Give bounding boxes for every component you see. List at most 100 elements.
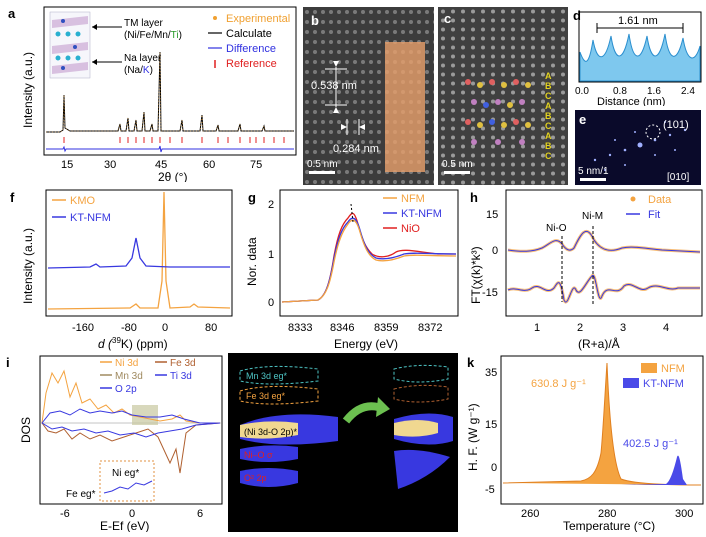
panel-f: f KMO KT-NFM -160 -80 0 80 d (39K) (ppm)… bbox=[0, 186, 235, 352]
svg-text:0.0: 0.0 bbox=[575, 86, 589, 97]
svg-text:0: 0 bbox=[491, 462, 497, 474]
nfm-xanes bbox=[281, 219, 457, 303]
svg-text:O 2p: O 2p bbox=[115, 384, 137, 395]
transition-arrow bbox=[342, 402, 379, 424]
panel-label-a: a bbox=[8, 6, 16, 21]
crystal-structure-inset bbox=[49, 11, 91, 79]
nmr-y-label: Intensity (a.u.) bbox=[21, 228, 35, 304]
ni-o-sigma-label: Ni–O σ bbox=[244, 450, 273, 460]
svg-text:-5: -5 bbox=[485, 484, 495, 496]
scale-bar-e: 5 nm/1 bbox=[578, 166, 609, 177]
svg-text:B: B bbox=[545, 111, 552, 121]
nmr-chart: f KMO KT-NFM -160 -80 0 80 d (39K) (ppm)… bbox=[10, 189, 233, 351]
reference-ticks bbox=[63, 137, 285, 143]
panel-label-h: h bbox=[470, 190, 478, 205]
dsc-y-ticks: 35 15 0 -5 bbox=[485, 367, 497, 496]
profile-x-ticks: 0.0 0.8 1.6 2.4 bbox=[575, 86, 695, 97]
svg-text:Mn 3d: Mn 3d bbox=[115, 371, 143, 382]
panel-j: Mn 3d eg* Fe 3d eg* (Ni 3d-O 2p)* Ni–O σ… bbox=[228, 353, 458, 532]
dos-legend: Ni 3d Fe 3d Mn 3d Ti 3d O 2p bbox=[100, 358, 196, 395]
svg-text:A: A bbox=[545, 131, 552, 141]
profile-x-label: Distance (nm) bbox=[597, 96, 665, 106]
panel-i: i Ni 3d Fe 3d Mn 3d Ti 3d O 2p Ni eg* Fe… bbox=[0, 353, 225, 533]
legend-reference: Reference bbox=[226, 58, 277, 70]
calculated-pattern bbox=[46, 51, 294, 133]
fe-eg-label-j: Fe 3d eg* bbox=[246, 391, 286, 401]
panel-label-g: g bbox=[248, 190, 256, 205]
svg-text:8333: 8333 bbox=[288, 322, 312, 334]
zone-axis: [010] bbox=[667, 172, 689, 183]
legend-fit: Fit bbox=[648, 209, 660, 221]
svg-text:8372: 8372 bbox=[418, 322, 442, 334]
plane-101: (101) bbox=[663, 119, 689, 131]
legend-nfm: NFM bbox=[401, 193, 425, 205]
panel-a: a TM layer (Ni/Fe/Mn/Ti) Na layer (Na/K)… bbox=[0, 0, 300, 184]
xanes-x-label: Energy (eV) bbox=[334, 337, 398, 351]
panel-k: k NFM KT-NFM 630.8 J g⁻¹ 402.5 J g⁻¹ 35 … bbox=[461, 353, 706, 533]
nio-spectrum bbox=[281, 212, 456, 303]
magnitude-fit bbox=[507, 230, 701, 253]
na-layer-label: Na layer bbox=[124, 53, 162, 64]
selected-reflection bbox=[645, 124, 661, 140]
exafs-y-label: FT(χ(k)*k³) bbox=[469, 246, 483, 304]
legend-experimental: Experimental bbox=[226, 13, 290, 25]
xrd-x-ticks: 15 30 45 60 75 bbox=[61, 159, 262, 171]
svg-text:1: 1 bbox=[268, 249, 274, 261]
svg-text:2: 2 bbox=[577, 322, 583, 334]
svg-text:-6: -6 bbox=[60, 508, 70, 520]
xrd-legend: Experimental Calculate Difference Refere… bbox=[208, 13, 290, 70]
o-2p-down bbox=[41, 422, 221, 438]
svg-text:35: 35 bbox=[485, 367, 497, 379]
legend-kt-nfm: KT-NFM bbox=[70, 212, 111, 224]
spacing-0538: 0.538 nm bbox=[311, 80, 357, 92]
scale-bar-c: 0.5 nm bbox=[442, 159, 473, 170]
svg-text:30: 30 bbox=[104, 159, 116, 171]
svg-text:2.4: 2.4 bbox=[681, 86, 695, 97]
distance-161: 1.61 nm bbox=[618, 15, 658, 27]
o-2p-up bbox=[41, 408, 220, 424]
xanes-y-ticks: 0 1 2 bbox=[268, 199, 274, 309]
nmr-x-label: d (39K) (ppm) bbox=[98, 336, 168, 351]
xanes-x-ticks: 8333 8346 8359 8372 bbox=[288, 322, 442, 334]
xrd-x-axis-label: 2θ (°) bbox=[158, 170, 187, 182]
svg-text:A: A bbox=[545, 101, 552, 111]
exafs-chart: h Data Fit Ni-O Ni-M 15 0 -15 1 2 3 4 (R… bbox=[469, 189, 703, 351]
fe-eg-label: Fe eg* bbox=[66, 489, 96, 500]
legend-calculate: Calculate bbox=[226, 28, 272, 40]
kt-nfm-dsc-peak bbox=[621, 455, 687, 485]
svg-text:300: 300 bbox=[675, 508, 693, 520]
panel-label-b: b bbox=[311, 13, 319, 28]
svg-text:260: 260 bbox=[521, 508, 539, 520]
svg-text:80: 80 bbox=[205, 322, 217, 334]
panel-label-e: e bbox=[579, 112, 586, 127]
o-2p-label-j: O² 2p bbox=[244, 473, 267, 483]
svg-text:0: 0 bbox=[162, 322, 168, 334]
svg-text:280: 280 bbox=[598, 508, 616, 520]
xrd-frame bbox=[43, 6, 297, 156]
svg-text:0: 0 bbox=[129, 508, 135, 520]
dos-x-ticks: -6 0 6 bbox=[60, 508, 203, 520]
legend-data: Data bbox=[648, 194, 672, 206]
legend-kmo: KMO bbox=[70, 195, 96, 207]
nfm-dsc-peak bbox=[503, 363, 701, 485]
ni-eg-label: Ni eg* bbox=[112, 468, 139, 479]
legend-nfm-k: NFM bbox=[661, 363, 685, 375]
na-layer-composition: (Na/K) bbox=[124, 65, 153, 76]
panel-d: d 1.61 nm 0.0 0.8 1.6 2.4 Distance (nm) bbox=[571, 6, 706, 108]
difference-curve bbox=[46, 145, 294, 153]
svg-text:4: 4 bbox=[663, 322, 669, 334]
exafs-x-ticks: 1 2 3 4 bbox=[534, 322, 669, 334]
svg-text:A: A bbox=[545, 71, 552, 81]
fe-eg-band bbox=[239, 385, 319, 405]
kt-nfm-spectrum bbox=[47, 237, 230, 269]
panel-label-c: c bbox=[444, 11, 451, 26]
exafs-x-label: (R+a)/Å bbox=[578, 336, 620, 351]
kt-nfm-enthalpy: 402.5 J g⁻¹ bbox=[623, 438, 678, 450]
panel-h: h Data Fit Ni-O Ni-M 15 0 -15 1 2 3 4 (R… bbox=[462, 186, 706, 352]
legend-nio: NiO bbox=[401, 223, 420, 235]
svg-text:-15: -15 bbox=[482, 287, 498, 299]
legend-difference: Difference bbox=[226, 43, 276, 55]
dsc-chart: k NFM KT-NFM 630.8 J g⁻¹ 402.5 J g⁻¹ 35 … bbox=[466, 355, 704, 533]
peak-ni-m: Ni-M bbox=[582, 211, 603, 222]
svg-text:60: 60 bbox=[203, 159, 215, 171]
